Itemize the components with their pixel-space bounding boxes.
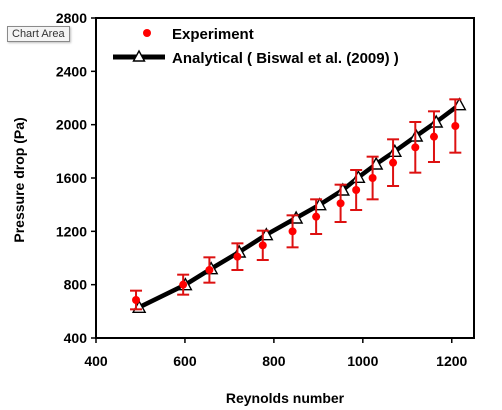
experiment-point [389, 158, 398, 167]
y-tick-label: 1200 [56, 223, 87, 239]
x-tick-label: 1000 [347, 353, 378, 369]
experiment-point [336, 199, 345, 208]
y-axis: 400 800 1200 1600 2000 2400 2800 [56, 10, 96, 346]
experiment-point [312, 212, 321, 221]
x-tick-label: 600 [173, 353, 197, 369]
x-axis-title: Reynolds number [226, 390, 345, 406]
experiment-point [258, 241, 267, 250]
experiment-point [233, 252, 242, 261]
legend-marker-experiment [143, 29, 151, 37]
y-tick-label: 800 [64, 277, 88, 293]
y-tick-label: 1600 [56, 170, 87, 186]
y-tick-label: 2000 [56, 117, 87, 133]
experiment-point [411, 143, 420, 152]
analytical-point [452, 97, 467, 111]
x-axis: 400 600 800 1000 1200 [84, 338, 468, 369]
legend-label-experiment: Experiment [172, 26, 254, 43]
x-tick-label: 1200 [436, 353, 467, 369]
y-tick-label: 2400 [56, 63, 87, 79]
analytical-point [387, 143, 403, 158]
experiment-point [368, 174, 377, 182]
experiment-point [205, 266, 214, 274]
y-axis-title: Pressure drop (Pa) [11, 117, 27, 242]
experiment-point [179, 280, 188, 289]
experiment-point [132, 296, 141, 304]
chart-area-tooltip: Chart Area [7, 26, 70, 42]
legend[interactable]: Experiment Analytical ( Biswal et al. (2… [113, 26, 399, 67]
legend-label-analytical: Analytical ( Biswal et al. (2009) ) [172, 50, 399, 67]
legend-marker-analytical [132, 49, 146, 62]
y-tick-label: 2800 [56, 10, 87, 26]
experiment-point [429, 132, 438, 141]
plot-area [95, 17, 475, 339]
y-tick-label: 400 [64, 330, 88, 346]
experiment-point [352, 186, 361, 194]
experiment-point [451, 122, 460, 130]
x-tick-label: 800 [262, 353, 286, 369]
x-tick-label: 400 [84, 353, 108, 369]
experiment-point [288, 227, 297, 236]
series-experiment [130, 98, 462, 311]
